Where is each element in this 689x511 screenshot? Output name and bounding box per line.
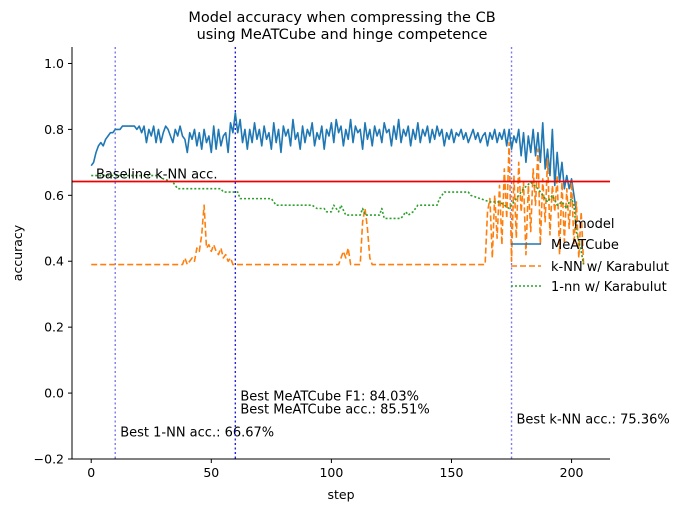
vertical-marker-annotation: Best MeATCube acc.: 85.51% <box>240 403 429 418</box>
x-axis-label: step <box>327 487 354 502</box>
x-tick-label: 200 <box>560 465 584 480</box>
chart-title-line-1: Model accuracy when compressing the CB <box>188 10 495 26</box>
y-tick-label: 0.2 <box>44 320 64 335</box>
chart-title: Model accuracy when compressing the CB u… <box>188 10 495 43</box>
baseline-label: Baseline k-NN acc. <box>96 167 217 182</box>
legend-label-1nn: 1-nn w/ Karabulut <box>551 280 667 295</box>
series-line-meatcube <box>90 112 578 212</box>
y-axis-label: accuracy <box>10 224 25 281</box>
x-tick-label: 0 <box>87 465 95 480</box>
x-tick-label: 150 <box>440 465 464 480</box>
legend: model MeATCube k-NN w/ Karabulut 1-nn w/… <box>511 217 669 295</box>
series-line-k-nn-w-karabulut <box>91 141 585 266</box>
vertical-marker-annotation: Best 1-NN acc.: 66.67% <box>120 426 274 441</box>
y-tick-label: 0.8 <box>44 122 64 137</box>
chart-title-line-2: using MeATCube and hinge competence <box>197 27 488 43</box>
y-tick-label: −0.2 <box>34 452 64 467</box>
y-tick-label: 0.0 <box>44 386 64 401</box>
legend-label-knn: k-NN w/ Karabulut <box>551 260 669 275</box>
series-layer <box>90 112 585 266</box>
x-ticks: 0 50 100 150 200 <box>87 459 584 480</box>
x-tick-label: 100 <box>319 465 343 480</box>
y-tick-label: 0.6 <box>44 188 64 203</box>
y-tick-label: 0.4 <box>44 254 64 269</box>
y-tick-label: 1.0 <box>44 56 64 71</box>
axes <box>71 47 610 460</box>
baseline-layer: Baseline k-NN acc. <box>72 167 610 182</box>
legend-title: model <box>574 217 614 232</box>
x-tick-label: 50 <box>203 465 219 480</box>
vertical-marker-annotation: Best k-NN acc.: 75.36% <box>517 412 670 427</box>
y-ticks: −0.2 0.0 0.2 0.4 0.6 0.8 1.0 <box>34 56 72 467</box>
vertical-marker-annotation: Best MeATCube F1: 84.03% <box>240 389 419 404</box>
legend-label-meatcube: MeATCube <box>551 238 619 253</box>
vertical-markers: Best 1-NN acc.: 66.67% Best MeATCube F1: … <box>114 47 670 459</box>
